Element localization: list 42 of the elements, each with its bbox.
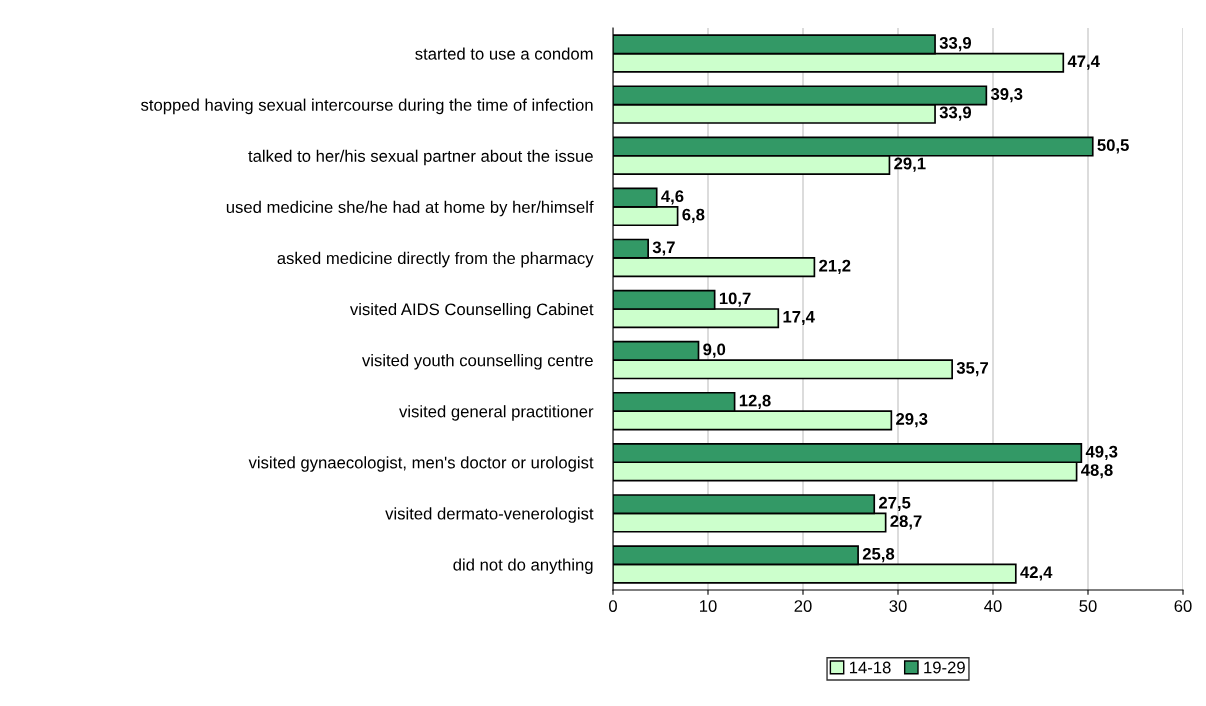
- y-tick-label: visited AIDS Counselling Cabinet: [349, 302, 594, 319]
- x-tick-label: 40: [984, 600, 1002, 612]
- data-label: 4,6: [661, 190, 684, 205]
- data-label: 28,7: [890, 515, 922, 530]
- data-label: 6,8: [682, 208, 705, 223]
- y-tick-label: visited general practitioner: [399, 405, 594, 421]
- data-label: 17,4: [783, 311, 815, 326]
- y-tick-label: did not do anything: [453, 558, 593, 574]
- y-tick-label: visited gynaecologist, men's doctor or urologist: [248, 456, 594, 472]
- data-label: 27,5: [878, 496, 911, 512]
- data-label: 47,4: [1067, 55, 1100, 70]
- x-tick-label: 50: [1079, 600, 1097, 612]
- data-label: 29,3: [896, 413, 928, 428]
- data-label: 12,8: [739, 394, 771, 409]
- data-label: 3,7: [652, 241, 675, 256]
- data-label: 49,3: [1085, 445, 1118, 460]
- data-label: 39,3: [990, 88, 1023, 103]
- legend-label: 19-29: [924, 661, 965, 674]
- data-label: 35,7: [956, 361, 989, 377]
- y-tick-label: visited youth counselling centre: [362, 354, 593, 370]
- y-tick-label: used medicine she/he had at home by her/himself: [226, 200, 594, 217]
- legend-label: 14-18: [849, 661, 891, 674]
- x-tick-label: 10: [700, 600, 717, 612]
- x-tick-label: 60: [1174, 600, 1192, 612]
- data-label: 10,7: [719, 292, 751, 307]
- y-tick-label: started to use a condom: [415, 47, 593, 60]
- y-tick-label: visited dermato-venerologist: [385, 507, 594, 523]
- y-tick-label: asked medicine directly from the pharmacy: [277, 251, 594, 268]
- data-label: 33,9: [939, 37, 972, 52]
- data-label: 50,5: [1097, 139, 1129, 154]
- data-label: 33,9: [939, 106, 972, 121]
- x-tick-label: 20: [794, 600, 812, 612]
- y-tick-label: stopped having sexual intercourse during the time of infection: [141, 98, 593, 115]
- data-label: 42,4: [1020, 566, 1053, 581]
- x-tick-label: 30: [889, 600, 907, 612]
- data-label: 9,0: [703, 343, 726, 358]
- data-label: 21,2: [819, 259, 851, 274]
- data-label: 48,8: [1081, 464, 1113, 479]
- data-label: 29,1: [894, 157, 926, 172]
- data-label: 25,8: [862, 547, 895, 563]
- x-tick-label: 0: [609, 600, 617, 612]
- y-tick-label: talked to her/his sexual partner about the issue: [248, 149, 593, 166]
